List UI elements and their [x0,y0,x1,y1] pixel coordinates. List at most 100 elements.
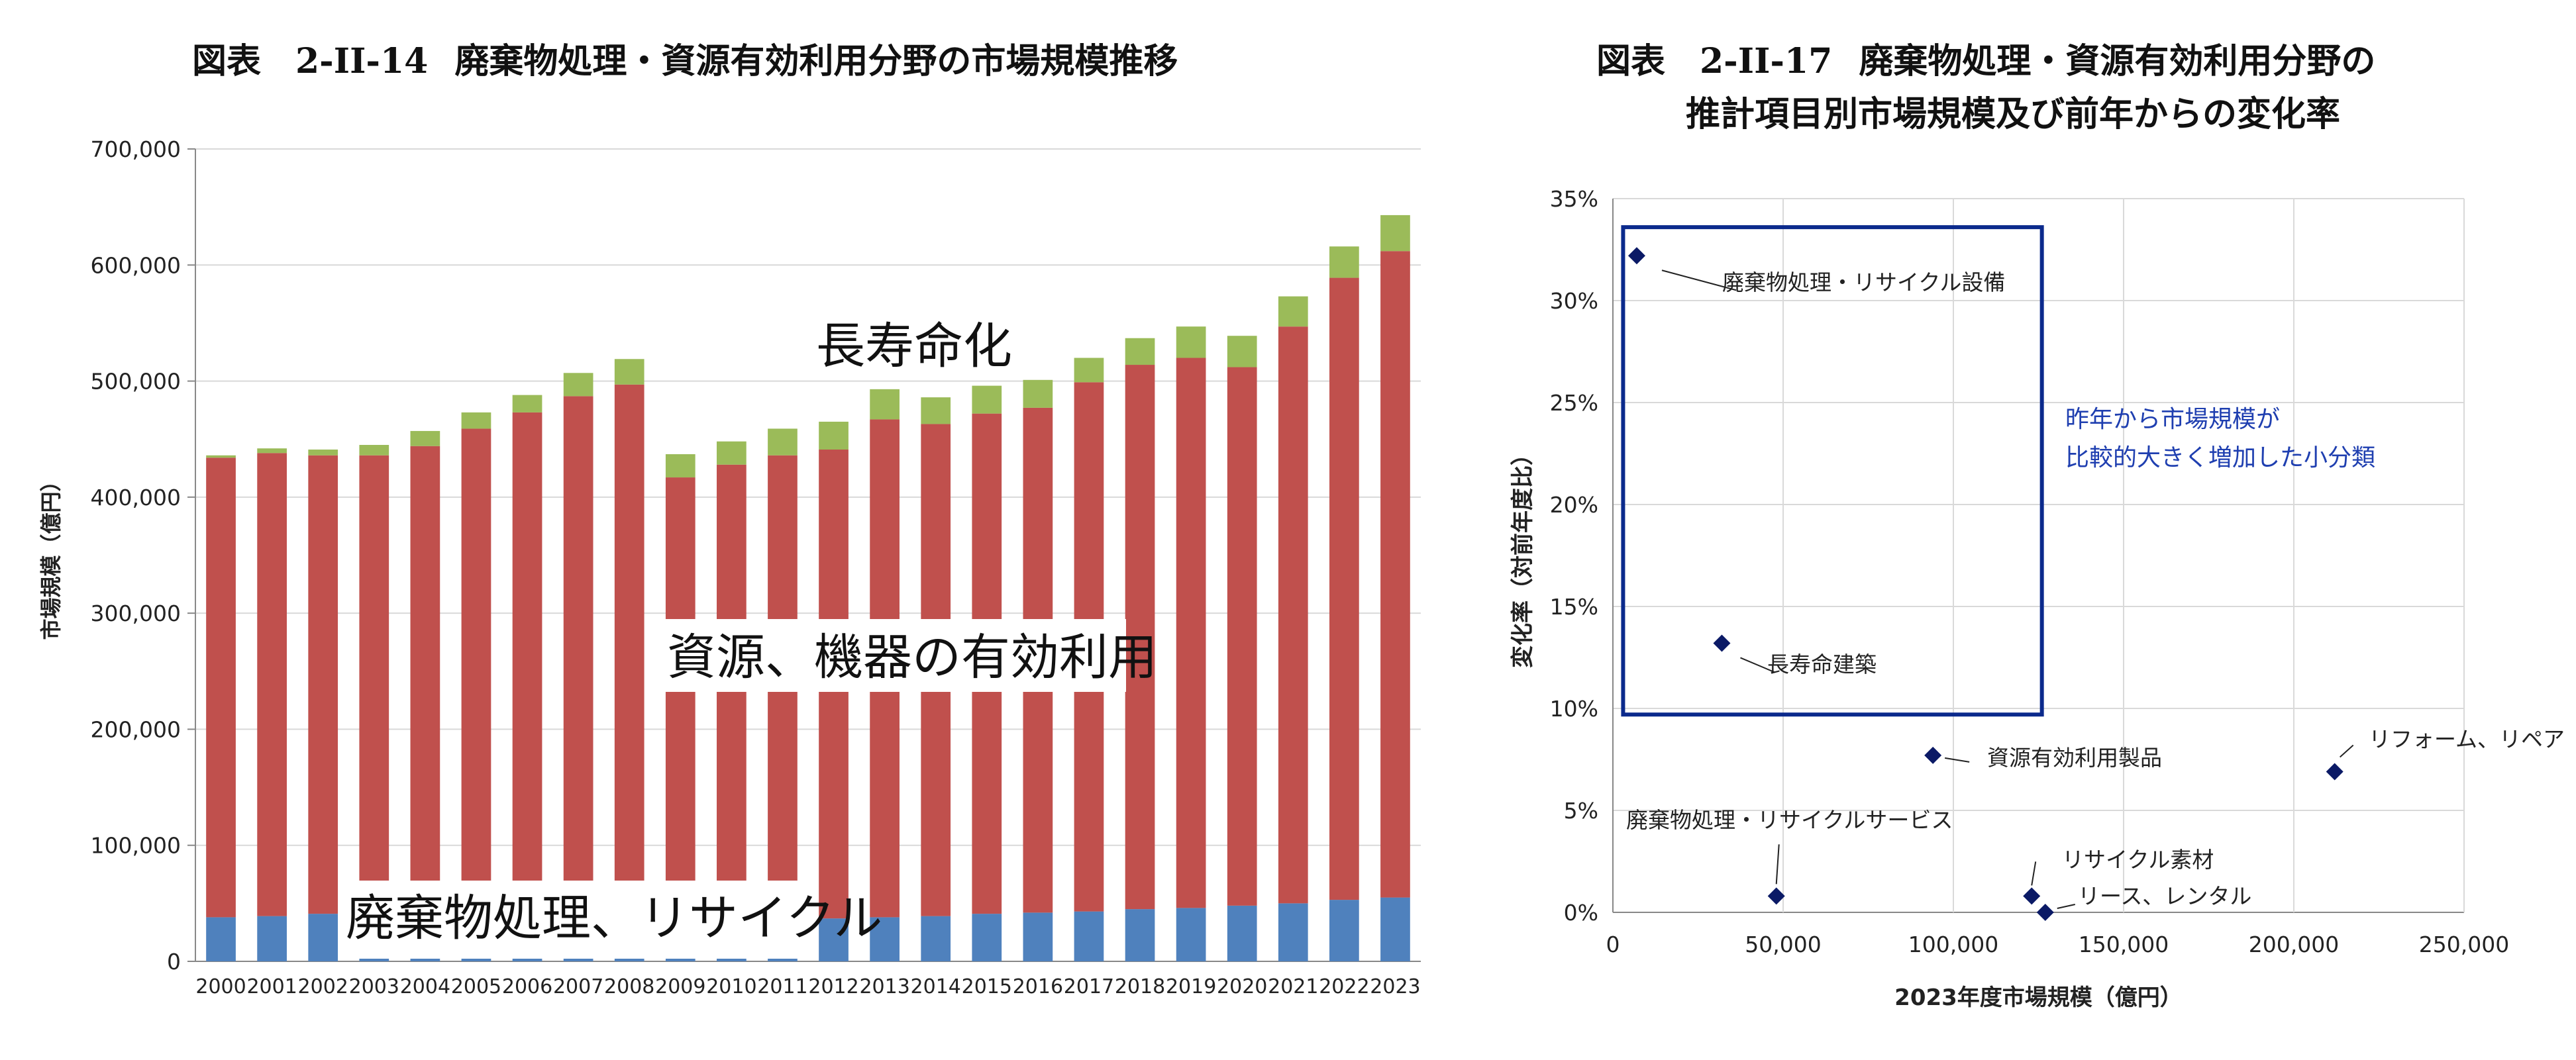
bar-segment [819,918,849,961]
bar-segment [359,455,389,913]
scatter-point [2023,887,2041,905]
x-axis-label: 2023年度市場規模（億円） [1894,985,2183,1011]
scatter-point [2036,904,2054,921]
point-leader-line [2340,744,2354,758]
x-tick-label: 2020 [1217,975,1267,998]
bar-segment [1176,908,1206,961]
x-tick-label: 2006 [502,975,552,998]
y-tick-label: 200,000 [91,716,181,742]
y-tick-label: 0% [1564,900,1598,926]
x-tick-label: 100,000 [1908,932,1998,957]
point-label: 資源有効利用製品 [1987,745,2162,771]
bar-segment [870,917,900,961]
bar-segment [1329,900,1359,961]
x-tick-label: 2009 [655,975,705,998]
scatter-chart: 0% 5% 10% 15% 20% 25% 30% 35% 0 50,000 100,000 150,… [1510,186,2565,1011]
bar-segment [1380,251,1410,898]
bar-segment [1176,358,1206,908]
x-tick-label: 2003 [349,975,399,998]
highlight-box-caption-line2: 比較的大きく増加した小分類 [2065,444,2375,471]
x-tick-label: 200,000 [2249,932,2339,957]
highlight-box-caption-line1: 昨年から市場規模が [2065,406,2280,433]
x-tick-label: 2018 [1115,975,1165,998]
bar-segment [257,453,287,916]
left-figure-title-text: 廃棄物処理・資源有効利用分野の市場規模推移 [454,41,1178,81]
y-tick-label: 20% [1550,492,1598,518]
x-tick-label: 2017 [1064,975,1114,998]
left-figure-label: 図表 2-II-14 [192,41,429,81]
bar-segment [1227,905,1257,961]
scatter-point [1713,634,1731,652]
overlay-label-background [662,619,1126,692]
bar-segment [1278,903,1308,961]
scatter-point [1627,247,1645,265]
overlay-label-top: 長寿命化 [816,318,1012,375]
point-leader-line [1661,269,1737,291]
y-tick-label: 15% [1550,594,1598,620]
x-tick-label: 2001 [246,975,297,998]
x-tick-label: 2012 [808,975,858,998]
point-label: 廃棄物処理・リサイクルサービス [1626,807,1953,833]
bar-segment [1227,336,1257,367]
bar-segment [563,396,593,915]
bar-segment [1329,246,1359,278]
bar-segment [359,444,389,456]
bar-segment [206,455,236,458]
x-tick-label: 50,000 [1745,932,1821,957]
point-label: 廃棄物処理・リサイクル設備 [1722,269,2005,295]
bar-segment [870,389,900,420]
bar-segment [972,914,1002,961]
x-tick-label: 2004 [400,975,450,998]
y-tick-label: 400,000 [91,485,181,510]
x-tick-label: 2010 [706,975,756,998]
x-tick-label: 2000 [195,975,246,998]
highlight-box [1621,225,2044,717]
right-figure-title: 図表 2-II-17 廃棄物処理・資源有効利用分野の [1596,33,2375,83]
point-label: リサイクル素材 [2062,847,2214,873]
bar-segment [1074,358,1104,383]
y-tick-label: 35% [1550,186,1598,212]
bar-segment [1176,326,1206,358]
bar-segment [410,446,440,913]
bar-segment [1329,277,1359,900]
bar-segment [206,917,236,961]
x-tick-label: 0 [1606,932,1620,957]
y-tick-label: 600,000 [91,252,181,278]
x-tick-label: 2022 [1319,975,1369,998]
point-label: 長寿命建築 [1767,651,1877,677]
point-leader-line [1740,657,1775,673]
x-tick-label: 2019 [1166,975,1216,998]
scatter-point [2326,763,2344,781]
bar-segment [410,430,440,446]
point-leader-line [1944,757,1970,763]
bar-segment [1023,912,1053,961]
bar-segment [1125,338,1155,365]
bar-segment [308,914,338,961]
x-tick-label: 2015 [962,975,1012,998]
bar-segment [308,449,338,456]
y-tick-label: 0 [167,949,181,975]
bar-segment [921,916,951,961]
right-figure-panel: 図表 2-II-17 廃棄物処理・資源有効利用分野の 推計項目別市場規模及び前年か… [1457,0,2576,1060]
x-tick-label: 2014 [911,975,961,998]
x-tick-label: 2016 [1013,975,1063,998]
bar-segment [614,384,644,914]
bar-segment [921,397,951,424]
x-tick-label: 2013 [859,975,909,998]
x-tick-label: 2005 [451,975,501,998]
bar-segment [1125,909,1155,961]
right-figure-title-line1: 廃棄物処理・資源有効利用分野の [1859,41,2376,81]
bar-segment [1125,365,1155,910]
bar-segment [717,441,747,465]
right-figure-title-line2: 推計項目別市場規模及び前年からの変化率 [1686,94,2341,134]
point-label: リフォーム、リペア [2369,726,2565,752]
overlay-label-background [341,881,815,959]
y-tick-label: 30% [1550,288,1598,314]
bar-segment [1023,379,1053,408]
bar-segment [1278,296,1308,327]
y-tick-label: 25% [1550,390,1598,416]
y-tick-label: 10% [1550,696,1598,722]
bar-segment [1227,367,1257,906]
y-tick-label: 300,000 [91,601,181,626]
point-leader-line [2031,861,2037,886]
